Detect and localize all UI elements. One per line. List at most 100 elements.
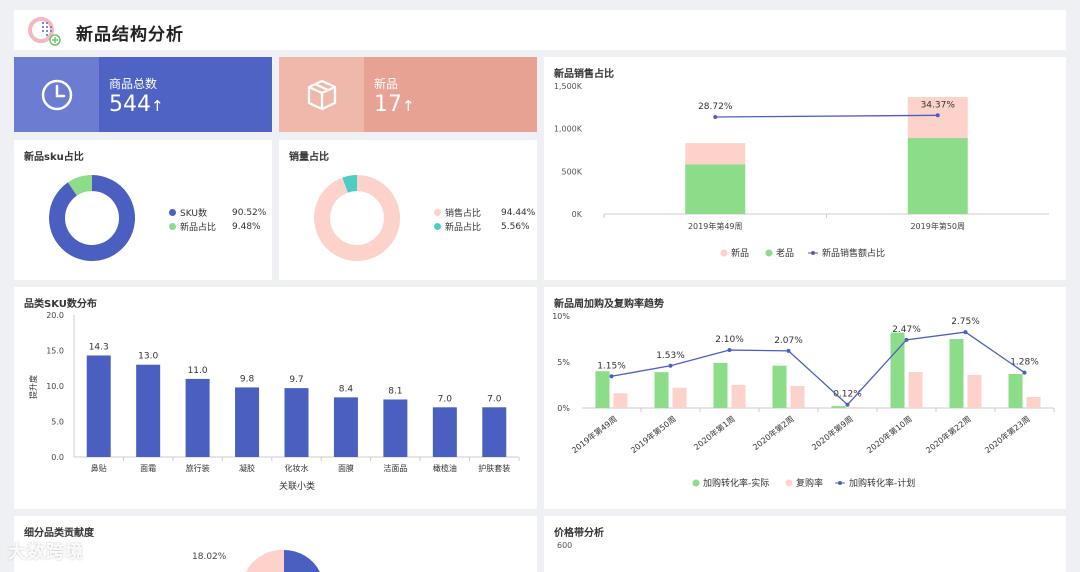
plan-point <box>1022 370 1027 375</box>
sales-legend-item-0: 销售占比 94.44% <box>434 206 535 219</box>
sku-legend-item-0: SKU数 90.52% <box>169 206 266 219</box>
line-value-label: 1.15% <box>597 361 626 371</box>
bar-actual <box>949 339 964 408</box>
x-tick-label: 2019年第49周 <box>570 414 619 455</box>
x-tick-label: 凝胶 <box>239 463 255 473</box>
logo-icon <box>28 17 61 46</box>
bar-actual <box>713 362 728 408</box>
plan-point <box>904 337 909 342</box>
legend-value: 5.56% <box>501 221 530 232</box>
contribution-card: 细分品类贡献度 18.02% <box>14 516 537 572</box>
line-value-label: 2.10% <box>715 335 744 345</box>
y-axis-label: 提升度 <box>28 375 38 399</box>
y-tick-label: 15.0 <box>46 347 64 356</box>
kpi-new-arrow: ↑ <box>402 97 415 115</box>
page-title: 新品结构分析 <box>76 25 184 45</box>
y-tick-label: 0% <box>557 404 570 413</box>
price-band-title: 价格带分析 <box>554 528 604 539</box>
kpi-total-number: 544 <box>109 92 151 117</box>
plan-point <box>668 363 673 368</box>
sku-dist-card: 品类SKU数分布 0.0 5.0 10.0 15.0 20.0 提升度 关联小类 14.3 鼻贴… <box>14 287 537 509</box>
sales-ratio-card: 销量占比 销售占比 94.44% 新品占比 5.56% <box>279 140 537 280</box>
kpi-total-label: 商品总数 <box>109 77 158 91</box>
bar <box>383 399 408 457</box>
legend-label: 新品占比 <box>180 223 217 233</box>
legend-dot <box>169 209 176 216</box>
kpi-total-products: 商品总数 544↑ <box>14 57 272 132</box>
legend-label: 新品销售额占比 <box>822 247 885 259</box>
y-tick-label: 10% <box>552 312 570 321</box>
bar-actual <box>831 406 846 408</box>
donut-slice <box>314 175 401 261</box>
bar-actual <box>654 372 669 408</box>
legend-dot <box>434 209 441 216</box>
kpi-total-icon-box <box>14 57 99 132</box>
donut-slice <box>49 175 136 261</box>
line-value-label: 34.37% <box>921 100 956 110</box>
y-tick-label: 500K <box>561 167 582 176</box>
bar-repurchase <box>908 372 923 408</box>
bar-actual <box>595 371 610 408</box>
legend-dot <box>720 249 728 257</box>
bar <box>185 378 210 457</box>
plan-point <box>727 348 732 353</box>
contribution-pie <box>246 549 320 572</box>
bar-actual <box>772 365 787 408</box>
x-tick-label: 橄榄油 <box>433 463 457 473</box>
clock-icon <box>41 79 72 110</box>
x-tick-label: 面膜 <box>338 463 354 473</box>
plan-point <box>963 330 968 335</box>
legend-dot <box>692 479 700 487</box>
plan-line <box>611 331 1025 406</box>
bar <box>482 407 507 457</box>
y-tick-label: 0.0 <box>51 453 64 462</box>
sku-ratio-title: 新品sku占比 <box>24 152 84 163</box>
x-tick-label: 2020年第10周 <box>865 414 914 455</box>
ratio-point <box>935 113 940 118</box>
page-header: 新品结构分析 <box>14 10 1066 50</box>
contribution-title: 细分品类贡献度 <box>24 528 94 539</box>
legend-label: 加购转化率-计划 <box>849 477 915 489</box>
line-value-label: 0.12% <box>833 390 862 400</box>
donut-slice <box>342 175 357 193</box>
price-band-ytick: 600 <box>557 541 573 550</box>
bar-value-label: 7.0 <box>438 394 453 404</box>
x-tick-label: 2019年第50周 <box>629 414 678 455</box>
bar <box>136 364 161 457</box>
bar-value-label: 8.1 <box>388 386 402 396</box>
box-icon <box>307 79 336 110</box>
legend-label: 加购转化率-实际 <box>703 477 769 489</box>
x-tick-label: 旅行装 <box>186 463 210 473</box>
x-tick-label: 2020年第9周 <box>810 414 855 452</box>
legend-value: 9.48% <box>232 221 261 232</box>
sku-ratio-card: 新品sku占比 SKU数 90.52% 新品占比 9.48% <box>14 140 272 280</box>
bar-repurchase <box>849 407 864 408</box>
plan-point <box>845 402 850 407</box>
bar-repurchase <box>967 374 982 408</box>
bar-value-label: 8.4 <box>339 384 354 394</box>
x-tick-label: 2019年第49周 <box>688 221 743 231</box>
legend-dot <box>434 223 441 230</box>
bar-repurchase <box>790 385 805 408</box>
legend-label: 新品 <box>731 247 749 259</box>
sales-ratio-title: 销量占比 <box>289 152 329 163</box>
x-tick-label: 2020年第2周 <box>751 414 796 452</box>
bar-value-label: 11.0 <box>188 366 208 376</box>
bar <box>333 397 358 457</box>
bar-value-label: 13.0 <box>138 352 158 362</box>
bar-new <box>907 97 968 139</box>
bar-actual <box>890 332 905 408</box>
kpi-new-number: 17 <box>374 92 402 117</box>
legend-label: 新品占比 <box>445 223 482 233</box>
sales-ratio-donut <box>314 175 401 261</box>
bar-repurchase <box>731 385 746 408</box>
kpi-total-value: 544↑ <box>109 92 164 117</box>
line-value-label: 2.47% <box>892 325 921 335</box>
bar-new <box>685 143 746 165</box>
line-value-label: 2.75% <box>951 317 980 327</box>
x-tick-label: 2020年第22周 <box>924 414 973 455</box>
legend-dot <box>765 249 773 257</box>
legend-label: 销售占比 <box>445 209 482 219</box>
bar-repurchase <box>613 393 628 408</box>
ratio-point <box>713 115 718 119</box>
